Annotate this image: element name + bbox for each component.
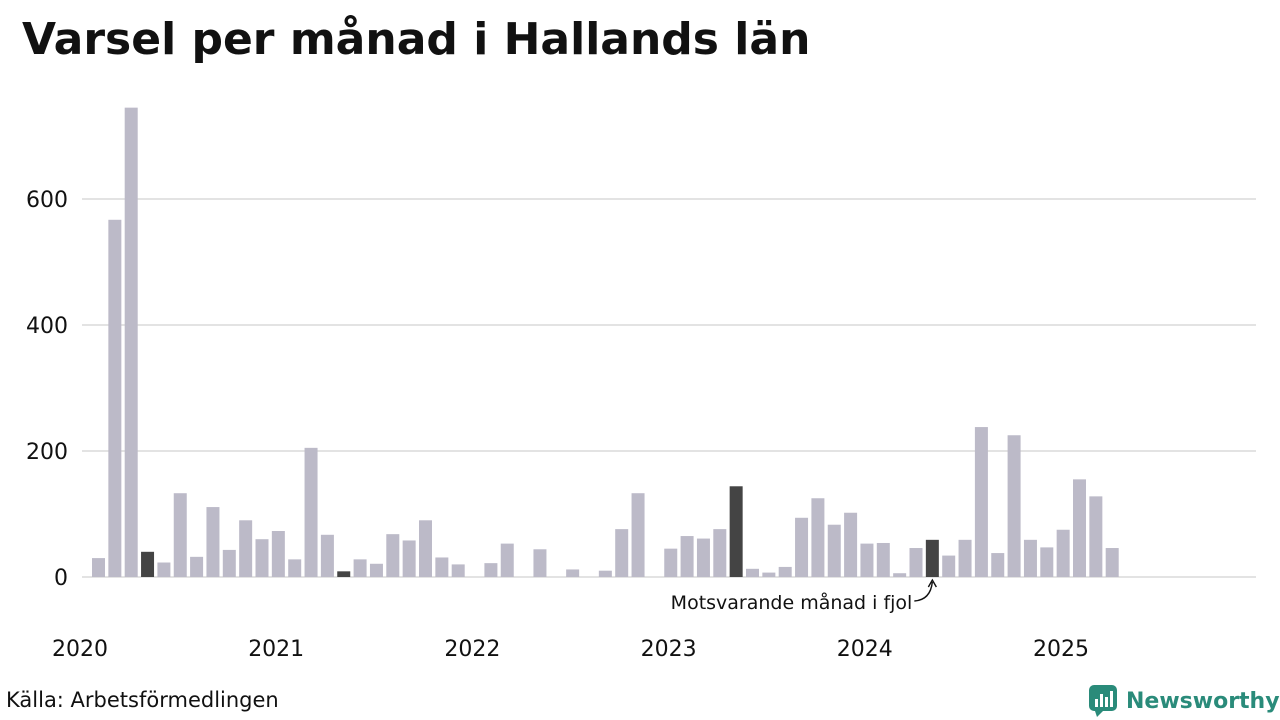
bar <box>402 540 416 577</box>
bars <box>92 107 1119 578</box>
bar <box>1023 539 1037 577</box>
bar <box>1007 435 1021 577</box>
x-tick-label: 2021 <box>248 637 304 662</box>
bar-same-month <box>337 571 351 577</box>
bar <box>500 543 514 577</box>
bar <box>778 566 792 577</box>
bar <box>271 531 285 577</box>
bar <box>124 107 138 578</box>
bar <box>451 564 465 577</box>
bar <box>173 493 187 577</box>
bar <box>860 543 874 577</box>
x-tick-label: 2020 <box>52 637 108 662</box>
y-tick-label: 400 <box>26 314 68 339</box>
bar <box>566 569 580 577</box>
chart-title: Varsel per månad i Hallands län <box>22 14 811 65</box>
bar <box>1089 496 1103 577</box>
newsworthy-logo-icon <box>1089 685 1117 717</box>
bar-same-month <box>925 539 939 577</box>
bar <box>239 520 253 577</box>
axis-labels: 0 200 400 600 2020 2021 2022 2023 2024 2025 <box>26 188 1089 662</box>
x-tick-label: 2024 <box>837 637 893 662</box>
bar <box>255 539 269 577</box>
bar <box>92 558 105 577</box>
bar <box>958 539 972 577</box>
bar <box>795 517 809 577</box>
y-tick-label: 0 <box>54 566 68 591</box>
bar <box>206 507 220 577</box>
bar <box>746 568 759 577</box>
bar <box>696 538 710 577</box>
bar <box>108 219 122 578</box>
bar <box>1040 547 1054 577</box>
bar <box>615 529 629 577</box>
bar <box>991 553 1005 577</box>
annotation-arrowhead <box>927 578 937 588</box>
bar <box>844 512 858 577</box>
bar <box>386 534 400 577</box>
bar <box>942 555 956 577</box>
bar <box>288 559 302 577</box>
bar <box>304 447 318 577</box>
bar <box>974 427 988 577</box>
x-tick-label: 2023 <box>641 637 697 662</box>
annotation-arrow <box>914 581 934 602</box>
bar <box>762 572 776 577</box>
bar <box>876 542 890 577</box>
y-tick-label: 600 <box>26 188 68 213</box>
same-month-note: Motsvarande månad i fjol <box>671 591 913 614</box>
bar <box>664 548 678 577</box>
bar <box>1073 479 1086 577</box>
bar <box>157 562 171 577</box>
bar <box>598 570 612 577</box>
bar <box>435 557 449 577</box>
bar <box>353 559 367 577</box>
annotations: Motsvarande månad i fjol <box>671 578 937 614</box>
brand-logo[interactable]: Newsworthy <box>1088 684 1280 718</box>
bar <box>811 498 825 577</box>
bar <box>222 549 236 577</box>
bar <box>713 529 727 577</box>
bar <box>369 563 383 577</box>
bar-same-month <box>141 551 155 577</box>
x-tick-label: 2025 <box>1033 637 1089 662</box>
bar <box>484 563 498 577</box>
x-tick-label: 2022 <box>444 637 500 662</box>
bar <box>1056 529 1070 577</box>
bar <box>1105 548 1119 577</box>
source-note: Källa: Arbetsförmedlingen <box>6 688 279 712</box>
bar <box>320 534 334 577</box>
bar <box>827 524 841 577</box>
bar-same-month <box>729 486 743 577</box>
bar <box>893 573 907 577</box>
bar <box>680 536 694 577</box>
bar <box>419 520 432 577</box>
bar <box>631 493 645 577</box>
brand-name: Newsworthy <box>1126 688 1280 714</box>
bar <box>909 548 923 577</box>
bar <box>190 556 204 577</box>
bar <box>533 549 547 577</box>
y-tick-label: 200 <box>26 440 68 465</box>
